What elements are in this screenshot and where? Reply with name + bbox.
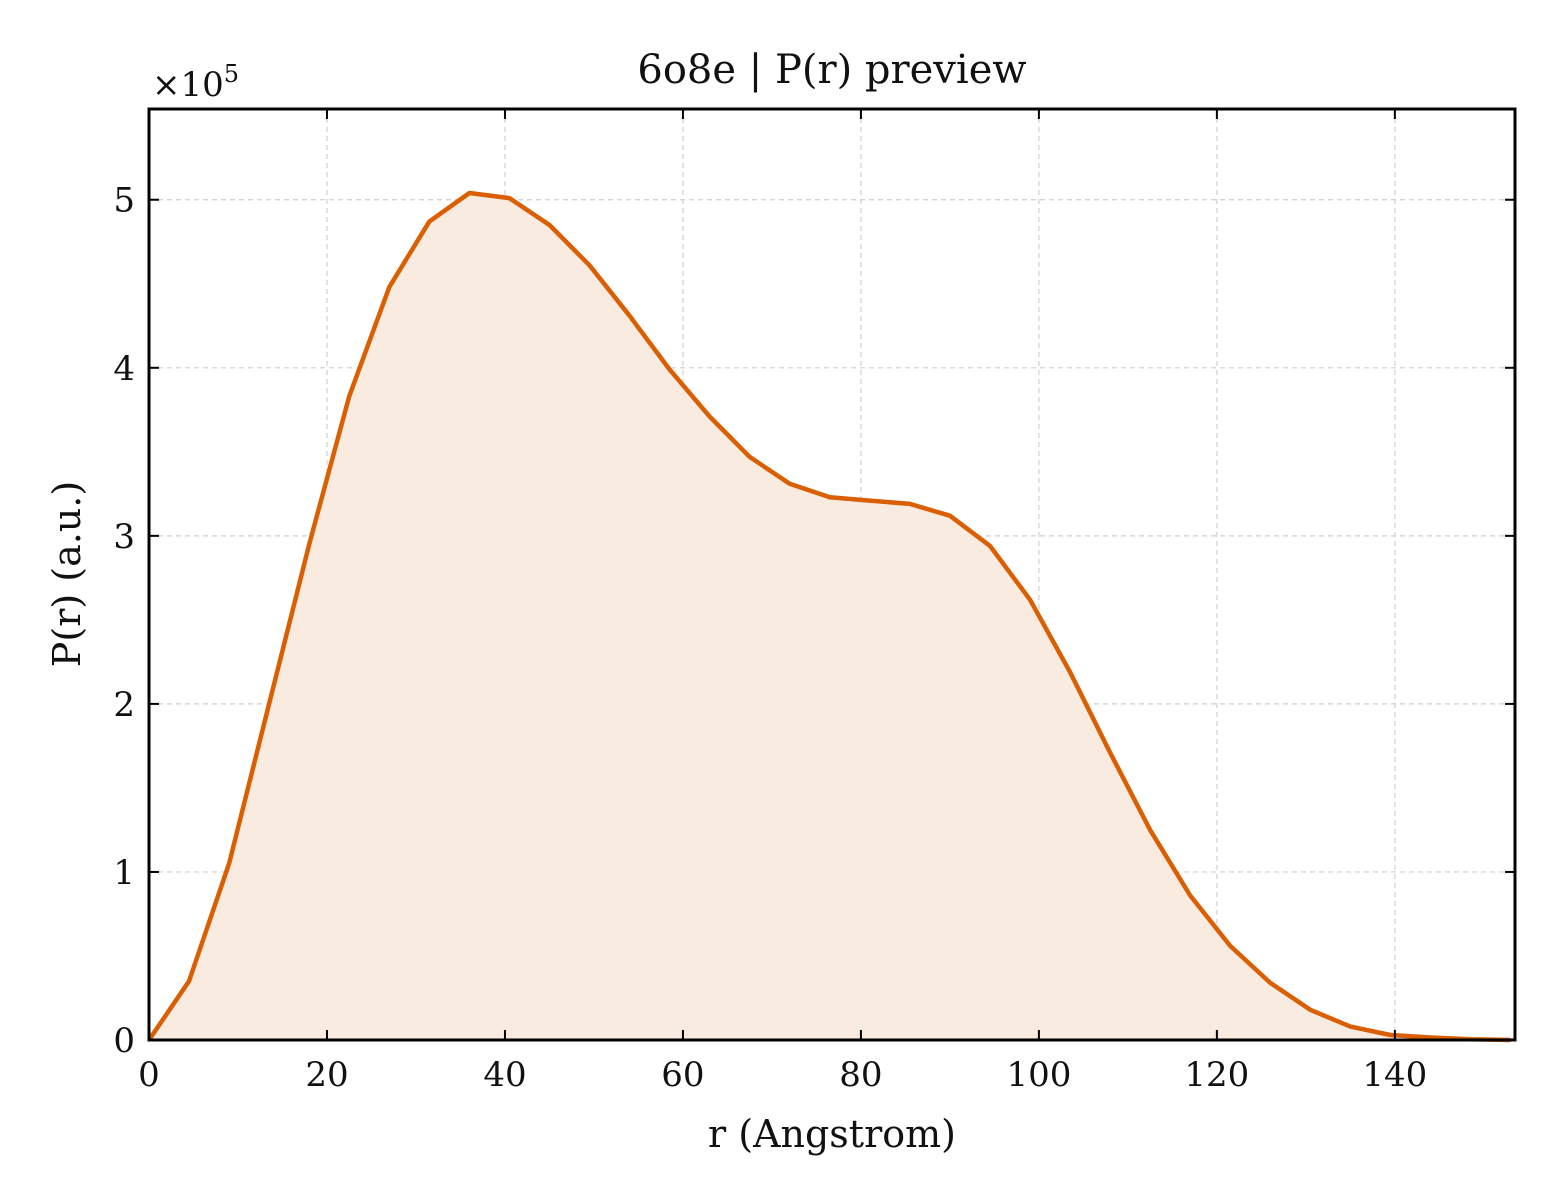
- y-tick-label: 4: [113, 349, 135, 389]
- pr-area-fill: [149, 193, 1511, 1040]
- y-tick-labels: 0 1 2 3 4 5: [113, 181, 135, 1061]
- y-multiplier-base: ×10: [152, 65, 224, 105]
- y-tick-label: 3: [113, 517, 135, 557]
- x-tick-label: 40: [483, 1055, 526, 1095]
- x-tick-label: 20: [305, 1055, 348, 1095]
- x-tick-label: 140: [1362, 1055, 1427, 1095]
- pr-series-line: [147, 190, 1511, 1043]
- y-tick-label: 2: [113, 685, 135, 725]
- plot-frame: [147, 107, 1517, 1042]
- x-axis-label: r (Angstrom): [708, 1112, 956, 1156]
- x-tick-label: 80: [839, 1055, 882, 1095]
- x-tick-label: 100: [1006, 1055, 1071, 1095]
- x-tick-labels: 0 20 40 60 80 100 120 140: [138, 1055, 1427, 1095]
- y-tick-label: 5: [113, 181, 135, 221]
- axis-ticks: [148, 109, 1515, 1041]
- x-tick-label: 120: [1184, 1055, 1249, 1095]
- chart-title: 6o8e | P(r) preview: [637, 47, 1026, 93]
- x-tick-label: 60: [661, 1055, 704, 1095]
- y-multiplier-exponent: 5: [224, 60, 239, 88]
- y-tick-label: 0: [113, 1021, 135, 1061]
- y-tick-label: 1: [113, 853, 135, 893]
- y-axis-label: P(r) (a.u.): [45, 481, 89, 667]
- y-multiplier: ×105: [152, 60, 239, 105]
- x-tick-label: 0: [138, 1055, 160, 1095]
